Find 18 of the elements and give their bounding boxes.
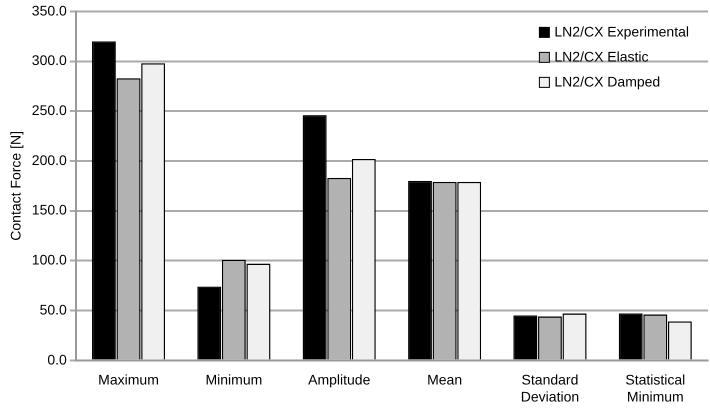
legend-label: LN2/CX Damped: [554, 73, 660, 90]
x-tick-label: Amplitude: [308, 372, 371, 388]
x-tick-label: Maximum: [98, 372, 159, 388]
y-tick-label: 100.0: [32, 252, 68, 268]
y-axis-title: Contact Force [N]: [7, 131, 24, 241]
y-tick-label: 350.0: [32, 2, 68, 18]
y-tick-label: 200.0: [32, 152, 68, 168]
y-tick-label: 300.0: [32, 52, 68, 68]
y-tick-label: 150.0: [32, 202, 68, 218]
legend-label: LN2/CX Experimental: [554, 23, 690, 40]
x-tick-label: Minimum: [205, 372, 262, 388]
y-tick-label: 0.0: [47, 351, 68, 368]
legend-label: LN2/CX Elastic: [554, 48, 649, 64]
y-tick-label: 250.0: [32, 102, 68, 118]
x-tick-label: Standard Deviation: [520, 372, 580, 404]
x-tick-label: Statistical Minimum: [625, 372, 686, 404]
x-tick-label: Mean: [427, 372, 462, 388]
y-tick-label: 50.0: [40, 301, 68, 318]
